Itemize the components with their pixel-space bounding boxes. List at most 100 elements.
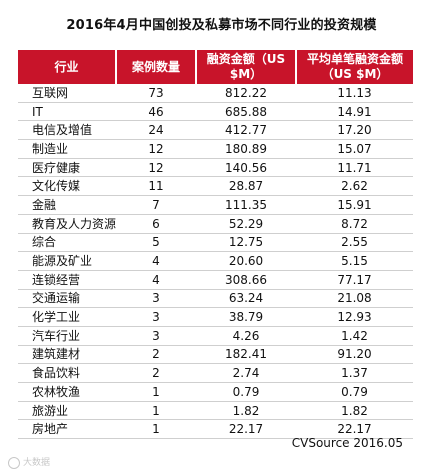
watermark-icon bbox=[8, 456, 20, 469]
table-row: 制造业 12 180.89 15.07 bbox=[18, 139, 413, 159]
table-row: 综合 5 12.75 2.55 bbox=[18, 233, 413, 253]
cell-average: 21.08 bbox=[296, 289, 413, 309]
cell-amount: 685.88 bbox=[196, 102, 296, 122]
cell-average: 11.71 bbox=[296, 158, 413, 178]
cell-industry: 农林牧渔 bbox=[18, 382, 116, 402]
table-row: 文化传媒 11 28.87 2.62 bbox=[18, 176, 413, 197]
table-body: 互联网 73 812.22 11.13 IT 46 685.88 14.91 电信及增值 24 41… bbox=[18, 84, 413, 440]
cell-amount: 0.79 bbox=[196, 382, 296, 402]
cell-average: 15.07 bbox=[296, 139, 413, 159]
cell-amount: 20.60 bbox=[196, 251, 296, 271]
cell-amount: 140.56 bbox=[196, 158, 296, 178]
cell-deal-count: 12 bbox=[116, 139, 196, 159]
table-row: 房地产 1 22.17 22.17 bbox=[18, 419, 413, 440]
cell-deal-count: 1 bbox=[116, 401, 196, 421]
cell-average: 5.15 bbox=[296, 251, 413, 271]
cell-industry: 综合 bbox=[18, 233, 116, 253]
table-header-row: 行业 案例数量 融资金额（US $M） 平均单笔融资金额（US $M） bbox=[18, 50, 413, 84]
cell-amount: 12.75 bbox=[196, 233, 296, 253]
cell-industry: IT bbox=[18, 102, 116, 122]
cell-industry: 电信及增值 bbox=[18, 120, 116, 141]
column-header-average: 平均单笔融资金额（US $M） bbox=[295, 50, 413, 84]
cell-average: 2.55 bbox=[296, 233, 413, 253]
table-row: 电信及增值 24 412.77 17.20 bbox=[18, 120, 413, 141]
cell-amount: 180.89 bbox=[196, 139, 296, 159]
source-note: CVSource 2016.05 bbox=[291, 436, 403, 450]
table-row: 建筑建材 2 182.41 91.20 bbox=[18, 345, 413, 365]
table-row: 连锁经营 4 308.66 77.17 bbox=[18, 270, 413, 290]
cell-amount: 63.24 bbox=[196, 289, 296, 309]
page-title: 2016年4月中国创投及私募市场不同行业的投资规模 bbox=[66, 18, 377, 33]
cell-average: 1.37 bbox=[296, 363, 413, 383]
column-header-amount: 融资金额（US $M） bbox=[195, 50, 296, 84]
cell-average: 22.17 bbox=[296, 419, 413, 440]
cell-deal-count: 73 bbox=[116, 84, 196, 103]
cell-industry: 交通运输 bbox=[18, 289, 116, 309]
cell-deal-count: 12 bbox=[116, 158, 196, 178]
cell-industry: 互联网 bbox=[18, 84, 116, 103]
table-row: 化学工业 3 38.79 12.93 bbox=[18, 307, 413, 327]
table-row: 能源及矿业 4 20.60 5.15 bbox=[18, 251, 413, 271]
table-row: 互联网 73 812.22 11.13 bbox=[18, 84, 413, 103]
table-row: 交通运输 3 63.24 21.08 bbox=[18, 289, 413, 309]
cell-industry: 医疗健康 bbox=[18, 158, 116, 178]
cell-deal-count: 2 bbox=[116, 363, 196, 383]
cell-industry: 文化传媒 bbox=[18, 176, 116, 197]
investment-table: 行业 案例数量 融资金额（US $M） 平均单笔融资金额（US $M） 互联网 7… bbox=[18, 50, 413, 440]
cell-average: 91.20 bbox=[296, 345, 413, 365]
cell-industry: 汽车行业 bbox=[18, 326, 116, 346]
cell-deal-count: 5 bbox=[116, 233, 196, 253]
cell-average: 12.93 bbox=[296, 307, 413, 327]
cell-amount: 22.17 bbox=[196, 419, 296, 440]
cell-industry: 房地产 bbox=[18, 419, 116, 440]
cell-deal-count: 6 bbox=[116, 214, 196, 234]
cell-average: 77.17 bbox=[296, 270, 413, 290]
table-row: 旅游业 1 1.82 1.82 bbox=[18, 401, 413, 421]
cell-industry: 食品饮料 bbox=[18, 363, 116, 383]
table-row: 汽车行业 3 4.26 1.42 bbox=[18, 326, 413, 346]
cell-average: 15.91 bbox=[296, 195, 413, 215]
cell-deal-count: 3 bbox=[116, 307, 196, 327]
cell-industry: 制造业 bbox=[18, 139, 116, 159]
cell-industry: 建筑建材 bbox=[18, 345, 116, 365]
column-header-industry: 行业 bbox=[18, 50, 116, 84]
table-row: 农林牧渔 1 0.79 0.79 bbox=[18, 382, 413, 402]
cell-deal-count: 7 bbox=[116, 195, 196, 215]
cell-average: 14.91 bbox=[296, 102, 413, 122]
cell-average: 17.20 bbox=[296, 120, 413, 141]
cell-amount: 111.35 bbox=[196, 195, 296, 215]
cell-deal-count: 24 bbox=[116, 120, 196, 141]
cell-industry: 能源及矿业 bbox=[18, 251, 116, 271]
cell-deal-count: 11 bbox=[116, 176, 196, 197]
cell-deal-count: 4 bbox=[116, 251, 196, 271]
cell-amount: 308.66 bbox=[196, 270, 296, 290]
watermark-text: 大数据 bbox=[23, 458, 51, 468]
column-header-deal-count: 案例数量 bbox=[115, 50, 196, 84]
cell-amount: 52.29 bbox=[196, 214, 296, 234]
cell-amount: 4.26 bbox=[196, 326, 296, 346]
cell-amount: 1.82 bbox=[196, 401, 296, 421]
cell-deal-count: 1 bbox=[116, 382, 196, 402]
cell-average: 11.13 bbox=[296, 84, 413, 103]
cell-deal-count: 3 bbox=[116, 326, 196, 346]
cell-industry: 教育及人力资源 bbox=[18, 214, 116, 234]
cell-average: 2.62 bbox=[296, 176, 413, 197]
cell-industry: 化学工业 bbox=[18, 307, 116, 327]
cell-deal-count: 4 bbox=[116, 270, 196, 290]
watermark: 大数据 bbox=[8, 455, 50, 469]
cell-industry: 金融 bbox=[18, 195, 116, 215]
table-row: 教育及人力资源 6 52.29 8.72 bbox=[18, 214, 413, 234]
cell-amount: 2.74 bbox=[196, 363, 296, 383]
cell-deal-count: 3 bbox=[116, 289, 196, 309]
cell-amount: 412.77 bbox=[196, 120, 296, 141]
cell-deal-count: 1 bbox=[116, 419, 196, 440]
cell-average: 1.82 bbox=[296, 401, 413, 421]
cell-amount: 28.87 bbox=[196, 176, 296, 197]
cell-average: 8.72 bbox=[296, 214, 413, 234]
cell-deal-count: 2 bbox=[116, 345, 196, 365]
cell-amount: 38.79 bbox=[196, 307, 296, 327]
cell-industry: 旅游业 bbox=[18, 401, 116, 421]
cell-average: 1.42 bbox=[296, 326, 413, 346]
table-row: 医疗健康 12 140.56 11.71 bbox=[18, 158, 413, 178]
table-row: 金融 7 111.35 15.91 bbox=[18, 195, 413, 215]
